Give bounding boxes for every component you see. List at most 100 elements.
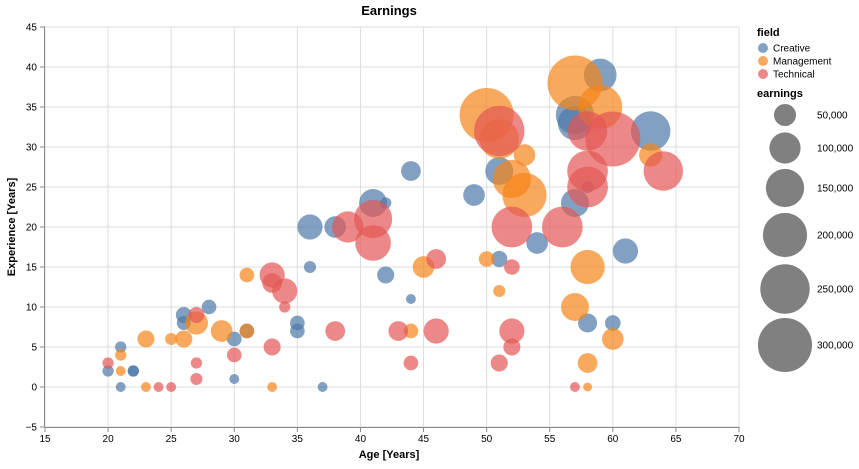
color-legend: Creative Management Technical bbox=[758, 43, 832, 81]
size-legend-label: 50,000 bbox=[817, 111, 848, 122]
point-management bbox=[513, 144, 536, 166]
x-tick-label: 35 bbox=[292, 434, 304, 445]
point-creative bbox=[229, 374, 240, 384]
point-management bbox=[141, 382, 151, 392]
point-creative bbox=[115, 341, 127, 353]
legend: field Creative Management Technical earnin… bbox=[757, 27, 854, 373]
y-tick-label: 35 bbox=[26, 103, 38, 114]
x-tick-label: 30 bbox=[229, 434, 241, 445]
legend-label-management: Management bbox=[773, 57, 832, 68]
x-tick-label: 20 bbox=[103, 434, 115, 445]
point-technical bbox=[499, 318, 525, 344]
point-creative bbox=[405, 294, 416, 304]
point-technical bbox=[570, 382, 580, 392]
point-management bbox=[560, 293, 589, 321]
x-tick-label: 65 bbox=[670, 434, 682, 445]
point-technical bbox=[503, 338, 521, 356]
point-management bbox=[570, 249, 605, 285]
legend-swatch-technical bbox=[758, 69, 768, 79]
x-axis-title: Age [Years] bbox=[359, 449, 420, 461]
point-technical bbox=[567, 166, 608, 208]
point-technical bbox=[190, 372, 203, 386]
point-management bbox=[502, 172, 547, 218]
point-technical bbox=[643, 151, 684, 191]
y-tick-label: 40 bbox=[26, 63, 38, 74]
point-technical bbox=[272, 278, 298, 304]
x-tick-label: 55 bbox=[544, 434, 556, 445]
point-creative bbox=[201, 299, 217, 315]
size-legend-circle bbox=[773, 103, 797, 127]
size-legend-circle bbox=[757, 317, 813, 373]
y-tick-label: 20 bbox=[26, 223, 38, 234]
point-creative bbox=[401, 161, 421, 181]
point-technical bbox=[423, 318, 449, 344]
point-management bbox=[210, 320, 233, 342]
point-management bbox=[239, 323, 255, 339]
point-technical bbox=[166, 382, 177, 392]
point-creative bbox=[612, 238, 639, 264]
point-management bbox=[165, 332, 178, 346]
point-technical bbox=[504, 259, 520, 275]
x-tick-label: 50 bbox=[481, 434, 493, 445]
point-management bbox=[175, 330, 193, 348]
size-legend-label: 250,000 bbox=[817, 285, 854, 296]
point-management bbox=[493, 284, 506, 298]
axes: 15 20 25 30 35 40 45 50 55 60 65 70 −5 0 5 10 15 20 25 30 35… bbox=[26, 23, 745, 446]
point-technical bbox=[541, 206, 583, 248]
size-legend-label: 150,000 bbox=[817, 184, 854, 195]
legend-swatch-creative bbox=[758, 43, 768, 53]
size-legend-circle bbox=[762, 212, 808, 258]
size-legend-label: 200,000 bbox=[817, 231, 854, 242]
point-management bbox=[577, 353, 598, 373]
point-technical bbox=[190, 357, 203, 369]
x-tick-label: 70 bbox=[733, 434, 745, 445]
color-legend-title: field bbox=[757, 27, 780, 39]
point-creative bbox=[526, 232, 548, 254]
point-management bbox=[115, 366, 126, 376]
point-creative bbox=[290, 323, 305, 339]
y-tick-label: 5 bbox=[31, 343, 37, 354]
point-technical bbox=[585, 111, 641, 167]
y-axis-title: Experience [Years] bbox=[6, 177, 18, 276]
point-technical bbox=[188, 307, 205, 323]
x-tick-label: 60 bbox=[607, 434, 619, 445]
point-technical bbox=[388, 321, 409, 341]
y-tick-label: 30 bbox=[26, 143, 38, 154]
chart-title: Earnings bbox=[361, 3, 417, 18]
y-tick-label: −5 bbox=[26, 423, 38, 434]
point-technical bbox=[426, 249, 447, 269]
size-legend-circle bbox=[765, 168, 805, 208]
point-creative bbox=[102, 365, 114, 377]
point-technical bbox=[325, 321, 346, 341]
legend-label-creative: Creative bbox=[773, 44, 811, 55]
y-tick-label: 0 bbox=[31, 383, 37, 394]
point-technical bbox=[403, 355, 419, 371]
point-technical bbox=[279, 301, 291, 313]
point-management bbox=[137, 330, 155, 348]
point-creative bbox=[317, 382, 328, 392]
point-technical bbox=[102, 357, 114, 369]
point-creative bbox=[377, 266, 395, 284]
point-creative bbox=[297, 214, 323, 240]
size-legend-title: earnings bbox=[757, 88, 803, 100]
y-tick-label: 15 bbox=[26, 263, 38, 274]
point-technical bbox=[153, 382, 164, 392]
size-legend-label: 300,000 bbox=[817, 341, 854, 352]
size-legend-circle bbox=[760, 264, 810, 314]
x-tick-label: 40 bbox=[355, 434, 367, 445]
size-legend-label: 100,000 bbox=[817, 144, 854, 155]
y-tick-label: 25 bbox=[26, 183, 38, 194]
point-management bbox=[267, 382, 278, 392]
point-creative bbox=[605, 315, 621, 331]
point-technical bbox=[355, 225, 391, 261]
y-tick-label: 10 bbox=[26, 303, 38, 314]
point-management bbox=[601, 328, 624, 350]
size-legend: 50,000 100,000 150,000 200,000 250,000 300,00… bbox=[757, 103, 854, 373]
point-management bbox=[583, 382, 593, 392]
point-creative bbox=[115, 382, 126, 392]
data-points bbox=[102, 55, 684, 392]
legend-label-technical: Technical bbox=[773, 70, 815, 81]
x-tick-label: 45 bbox=[418, 434, 430, 445]
point-creative bbox=[463, 184, 485, 206]
